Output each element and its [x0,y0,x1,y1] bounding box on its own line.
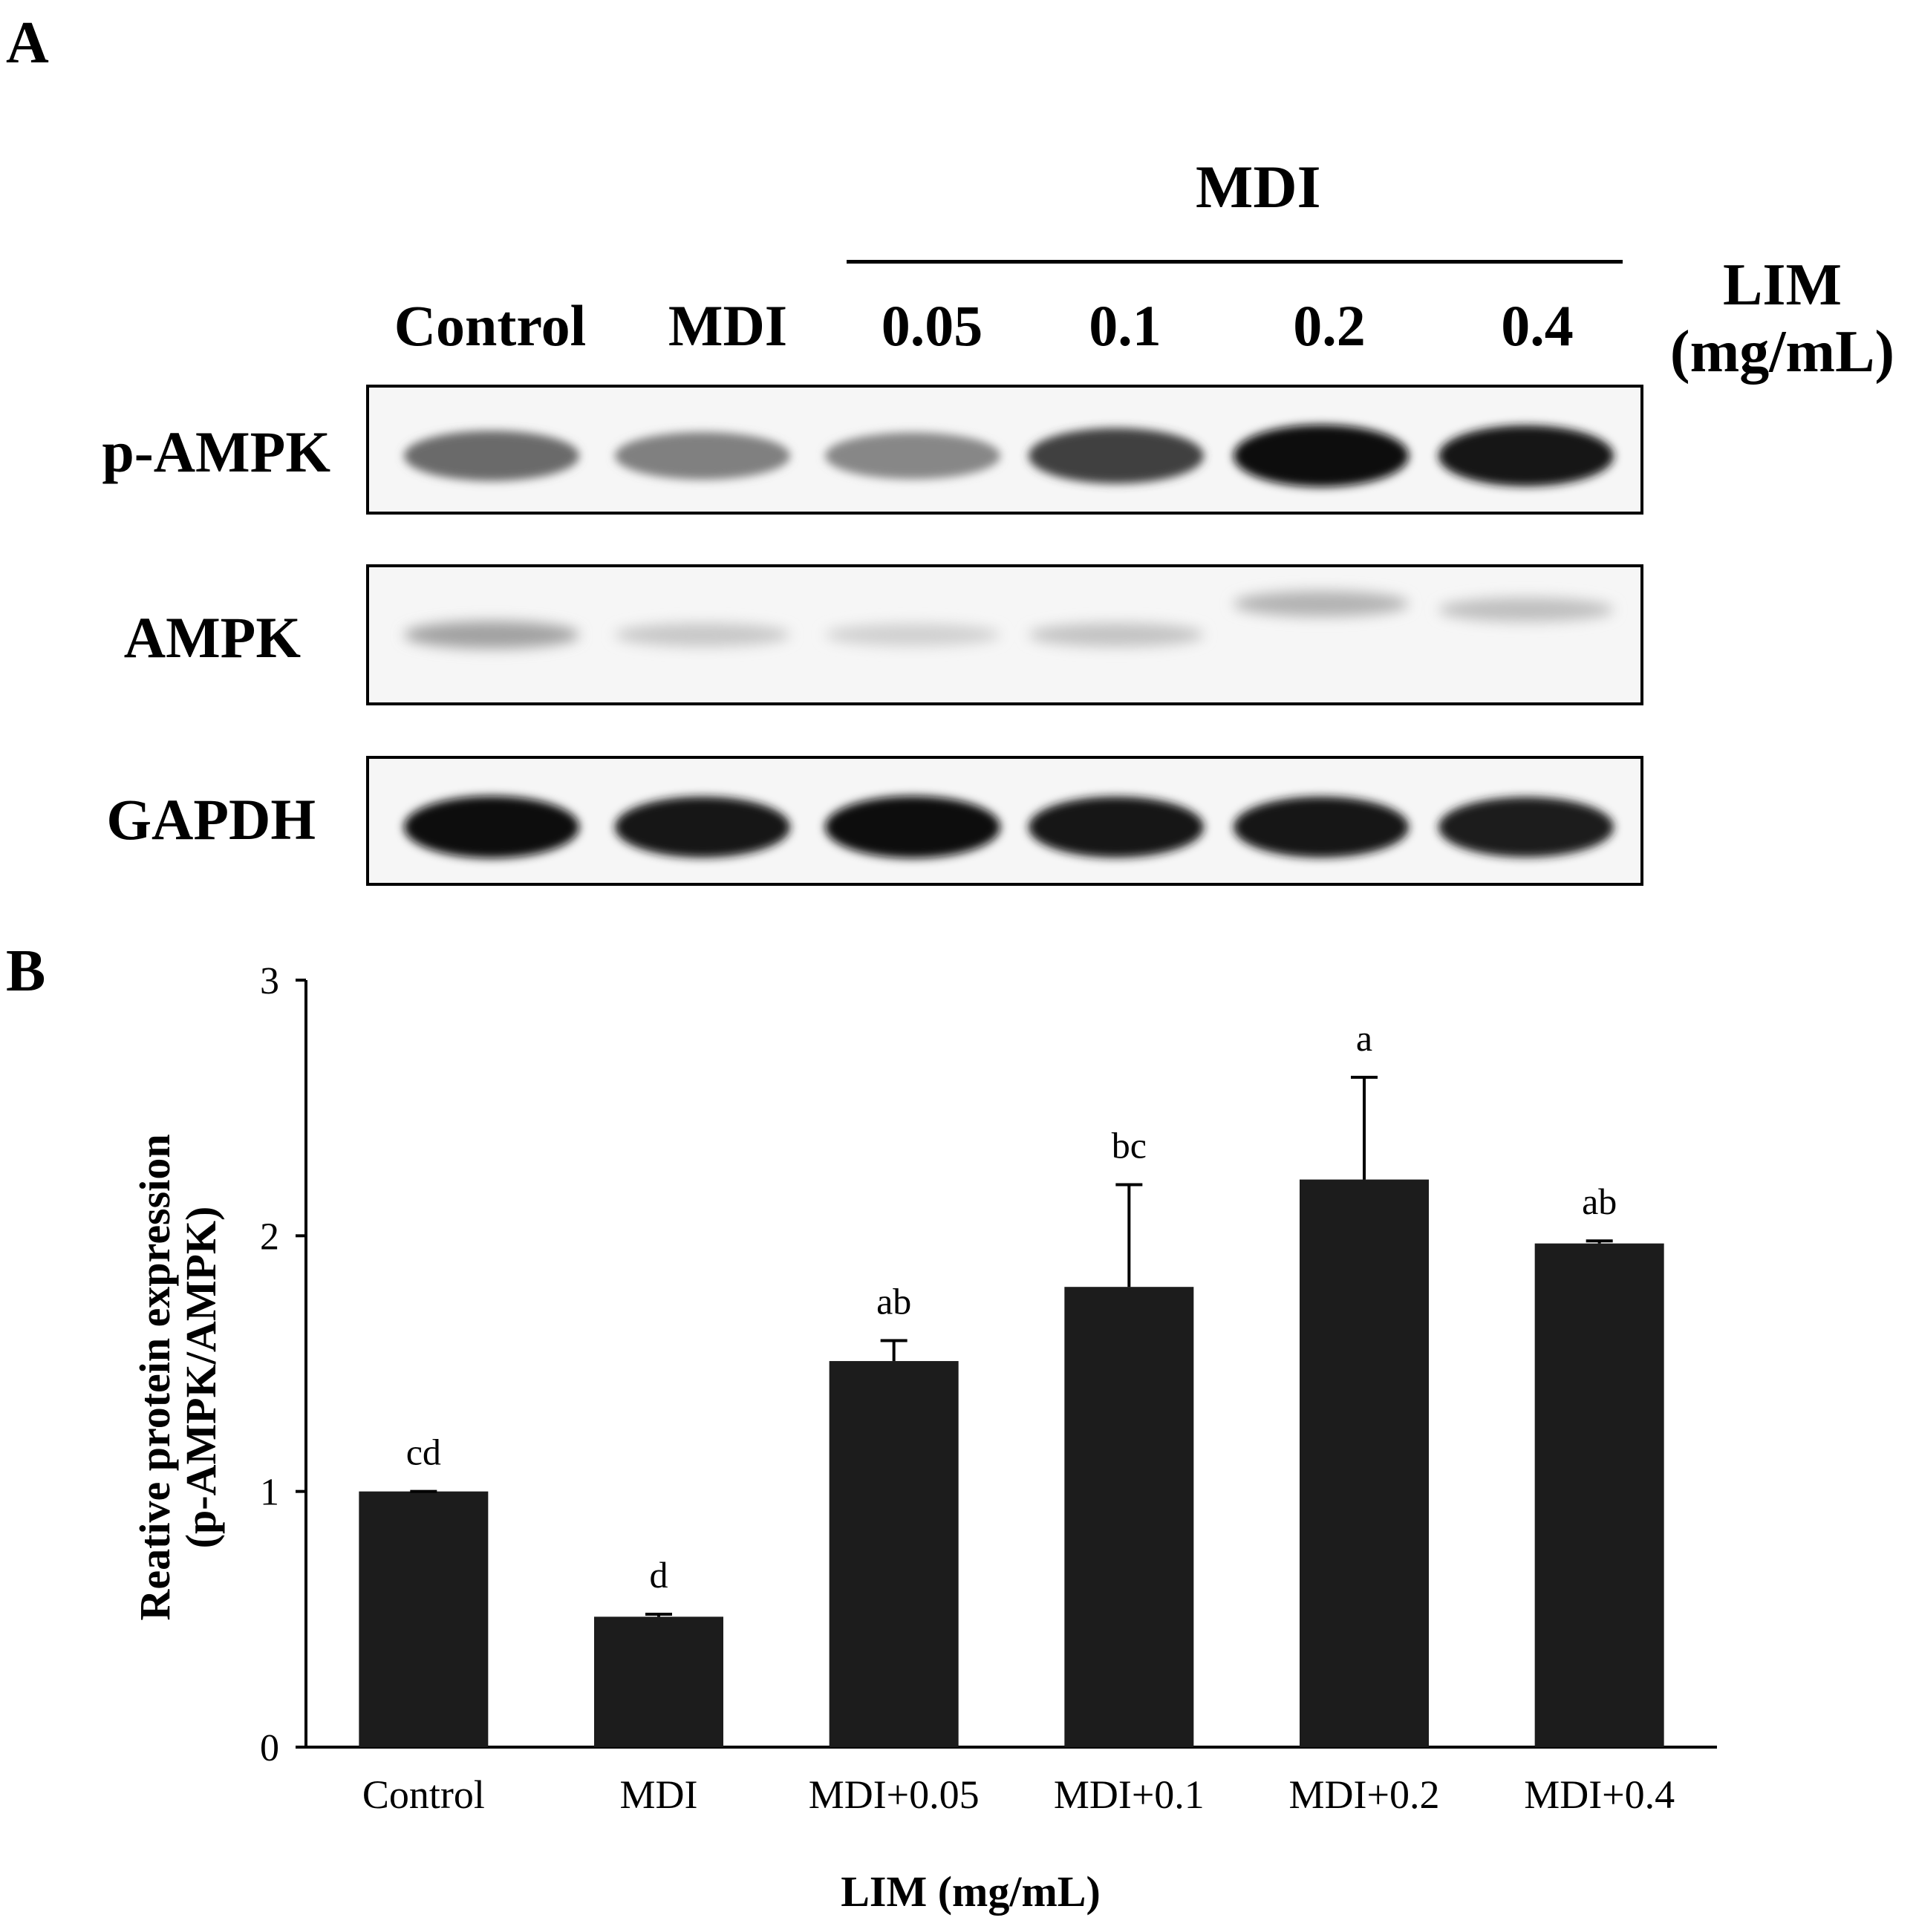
significance-label: bc [1112,1124,1147,1166]
y-tick-label: 0 [260,1727,279,1769]
mdi-group-line [847,260,1623,264]
lane-label-0.05: 0.05 [881,293,983,358]
band-gapdh-lane-1 [404,795,579,858]
band-p-ampk-lane-3 [825,432,1000,480]
blot-ampk [366,564,1643,705]
band-ampk-lane-2 [615,623,790,647]
mdi-group-label: MDI [1196,153,1321,221]
band-p-ampk-lane-2 [615,431,790,480]
y-tick-label: 1 [260,1472,279,1514]
x-axis-title: LIM (mg/mL) [841,1867,1101,1916]
x-tick-label: MDI+0.1 [1054,1772,1205,1817]
significance-label: a [1356,1017,1372,1059]
dose-unit-label: LIM (mg/mL) [1656,252,1909,385]
band-gapdh-lane-3 [825,795,1000,858]
row-label-gapdh: GAPDH [106,787,316,852]
y-axis-title-line1: Reative protein expression [131,1134,179,1620]
row-label-ampk: AMPK [123,605,301,670]
bar-mdi+0.4 [1534,1243,1664,1747]
panel-a-letter: A [6,10,49,76]
significance-label: ab [876,1281,911,1322]
band-p-ampk-lane-4 [1029,428,1204,484]
band-p-ampk-lane-6 [1438,425,1614,486]
blot-gapdh [366,756,1643,886]
blot-p-ampk [366,385,1643,515]
band-gapdh-lane-2 [615,796,790,858]
bar-mdi+0.2 [1300,1179,1429,1747]
significance-label: ab [1582,1181,1617,1222]
x-tick-label: MDI [620,1772,698,1817]
band-gapdh-lane-6 [1438,797,1614,858]
band-ampk-lane-1 [404,621,579,649]
significance-label: cd [406,1432,441,1473]
x-tick-label: Control [362,1772,485,1817]
x-tick-label: MDI+0.4 [1524,1772,1675,1817]
y-tick-label: 2 [260,1215,279,1258]
significance-label: d [650,1554,668,1596]
band-gapdh-lane-5 [1234,796,1409,858]
band-ampk-lane-4 [1029,622,1204,647]
band-gapdh-lane-4 [1029,796,1204,858]
band-p-ampk-lane-5 [1234,424,1409,487]
y-axis-title-line2: (p-AMPK/AMPK) [177,1207,225,1549]
x-tick-label: MDI+0.2 [1289,1772,1440,1817]
x-tick-label: MDI+0.05 [809,1772,980,1817]
lane-label-mdi: MDI [668,293,788,358]
dose-unit-line2: (mg/mL) [1669,319,1895,385]
bar-mdi+0.1 [1064,1287,1194,1747]
row-label-p-ampk: p-AMPK [102,420,330,484]
band-ampk-lane-5 [1234,590,1409,617]
lane-label-0.4: 0.4 [1501,293,1574,358]
band-p-ampk-lane-1 [404,430,579,481]
lane-label-0.2: 0.2 [1293,293,1366,358]
bar-mdi [594,1616,723,1747]
lane-label-control: Control [394,293,587,358]
lane-label-0.1: 0.1 [1089,293,1161,358]
panel-b-letter: B [6,939,46,1004]
band-ampk-lane-3 [825,623,1000,647]
dose-unit-line1: LIM [1723,252,1842,318]
y-tick-label: 3 [260,960,279,1002]
band-ampk-lane-6 [1438,597,1614,622]
bar-mdi+0.05 [829,1361,959,1747]
bar-control [359,1491,489,1747]
